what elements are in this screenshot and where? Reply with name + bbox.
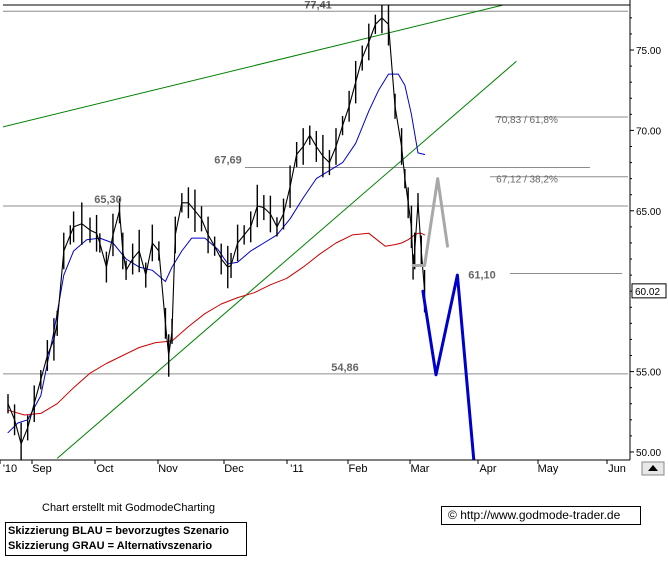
scenario-sketches	[411, 177, 476, 460]
x-tick-label-3: Nov	[158, 463, 178, 475]
last-price-box	[631, 283, 667, 299]
y-tick-label-5: 75.00	[636, 46, 661, 57]
y-tick-label-0: 50.00	[636, 448, 661, 459]
x-tick-label-1: Sep	[32, 463, 52, 475]
scenario-3	[421, 273, 476, 460]
price-line	[7, 17, 426, 445]
last-price-label: 60.02	[635, 287, 660, 298]
copyright-icon: ©	[448, 508, 457, 522]
scenario-4	[411, 177, 449, 267]
level-label-3: 67,12 / 38,2%	[496, 175, 558, 186]
price-chart: 77,41 70,83 / 61,8% 67,69 67,12 / 38,2% 65,3…	[0, 0, 667, 476]
x-tick-label-7: Mar	[411, 463, 430, 475]
trendline-0	[3, 5, 506, 128]
level-label-4: 65,30	[94, 194, 122, 206]
moving-average-2	[7, 232, 426, 416]
scenario-legend: Skizzierung BLAU = bevorzugtes Szenario …	[5, 522, 247, 556]
level-label-6: 54,86	[331, 362, 359, 374]
x-tick-label-9: May	[538, 463, 559, 475]
trendline-1	[56, 60, 517, 459]
triangle-up-icon	[648, 465, 658, 471]
level-label-5: 61,10	[468, 269, 496, 281]
y-tick-label-3: 65.00	[636, 207, 661, 218]
legend-grey: Skizzierung GRAU = Alternativszenario	[8, 540, 213, 552]
level-label-2: 67,69	[214, 155, 242, 167]
y-tick-label-4: 70.00	[636, 126, 661, 137]
legend-blue: Skizzierung BLAU = bevorzugtes Szenario	[8, 525, 229, 537]
x-tick-label-4: Dec	[224, 463, 244, 475]
chart-credit: Chart erstellt mit GodmodeCharting	[42, 502, 216, 514]
moving-average-1	[7, 73, 426, 434]
y-tick-label-1: 55.00	[636, 368, 661, 379]
x-tick-label-8: Apr	[479, 463, 496, 475]
price-series	[7, 5, 426, 460]
level-labels: 77,41 70,83 / 61,8% 67,69 67,12 / 38,2% 65,3…	[94, 0, 558, 374]
x-tick-label-0: '10	[3, 463, 17, 475]
moving-averages	[7, 73, 426, 434]
x-tick-label-6: Feb	[349, 463, 368, 475]
source-url[interactable]: http://www.godmode-trader.de	[460, 508, 621, 522]
x-tick-label-2: Oct	[96, 463, 113, 475]
gridlines	[3, 10, 628, 375]
level-label-0: 77,41	[304, 0, 332, 11]
level-label-1: 70,83 / 61,8%	[496, 115, 558, 126]
trendlines	[3, 5, 517, 459]
axes: 50.0055.0060.0065.0070.0075.0060.02'10Se…	[0, 0, 667, 476]
x-tick-label-5: '11	[290, 463, 304, 475]
source-url-box[interactable]: © http://www.godmode-trader.de	[441, 506, 641, 525]
x-tick-label-10: Jun	[608, 463, 626, 475]
